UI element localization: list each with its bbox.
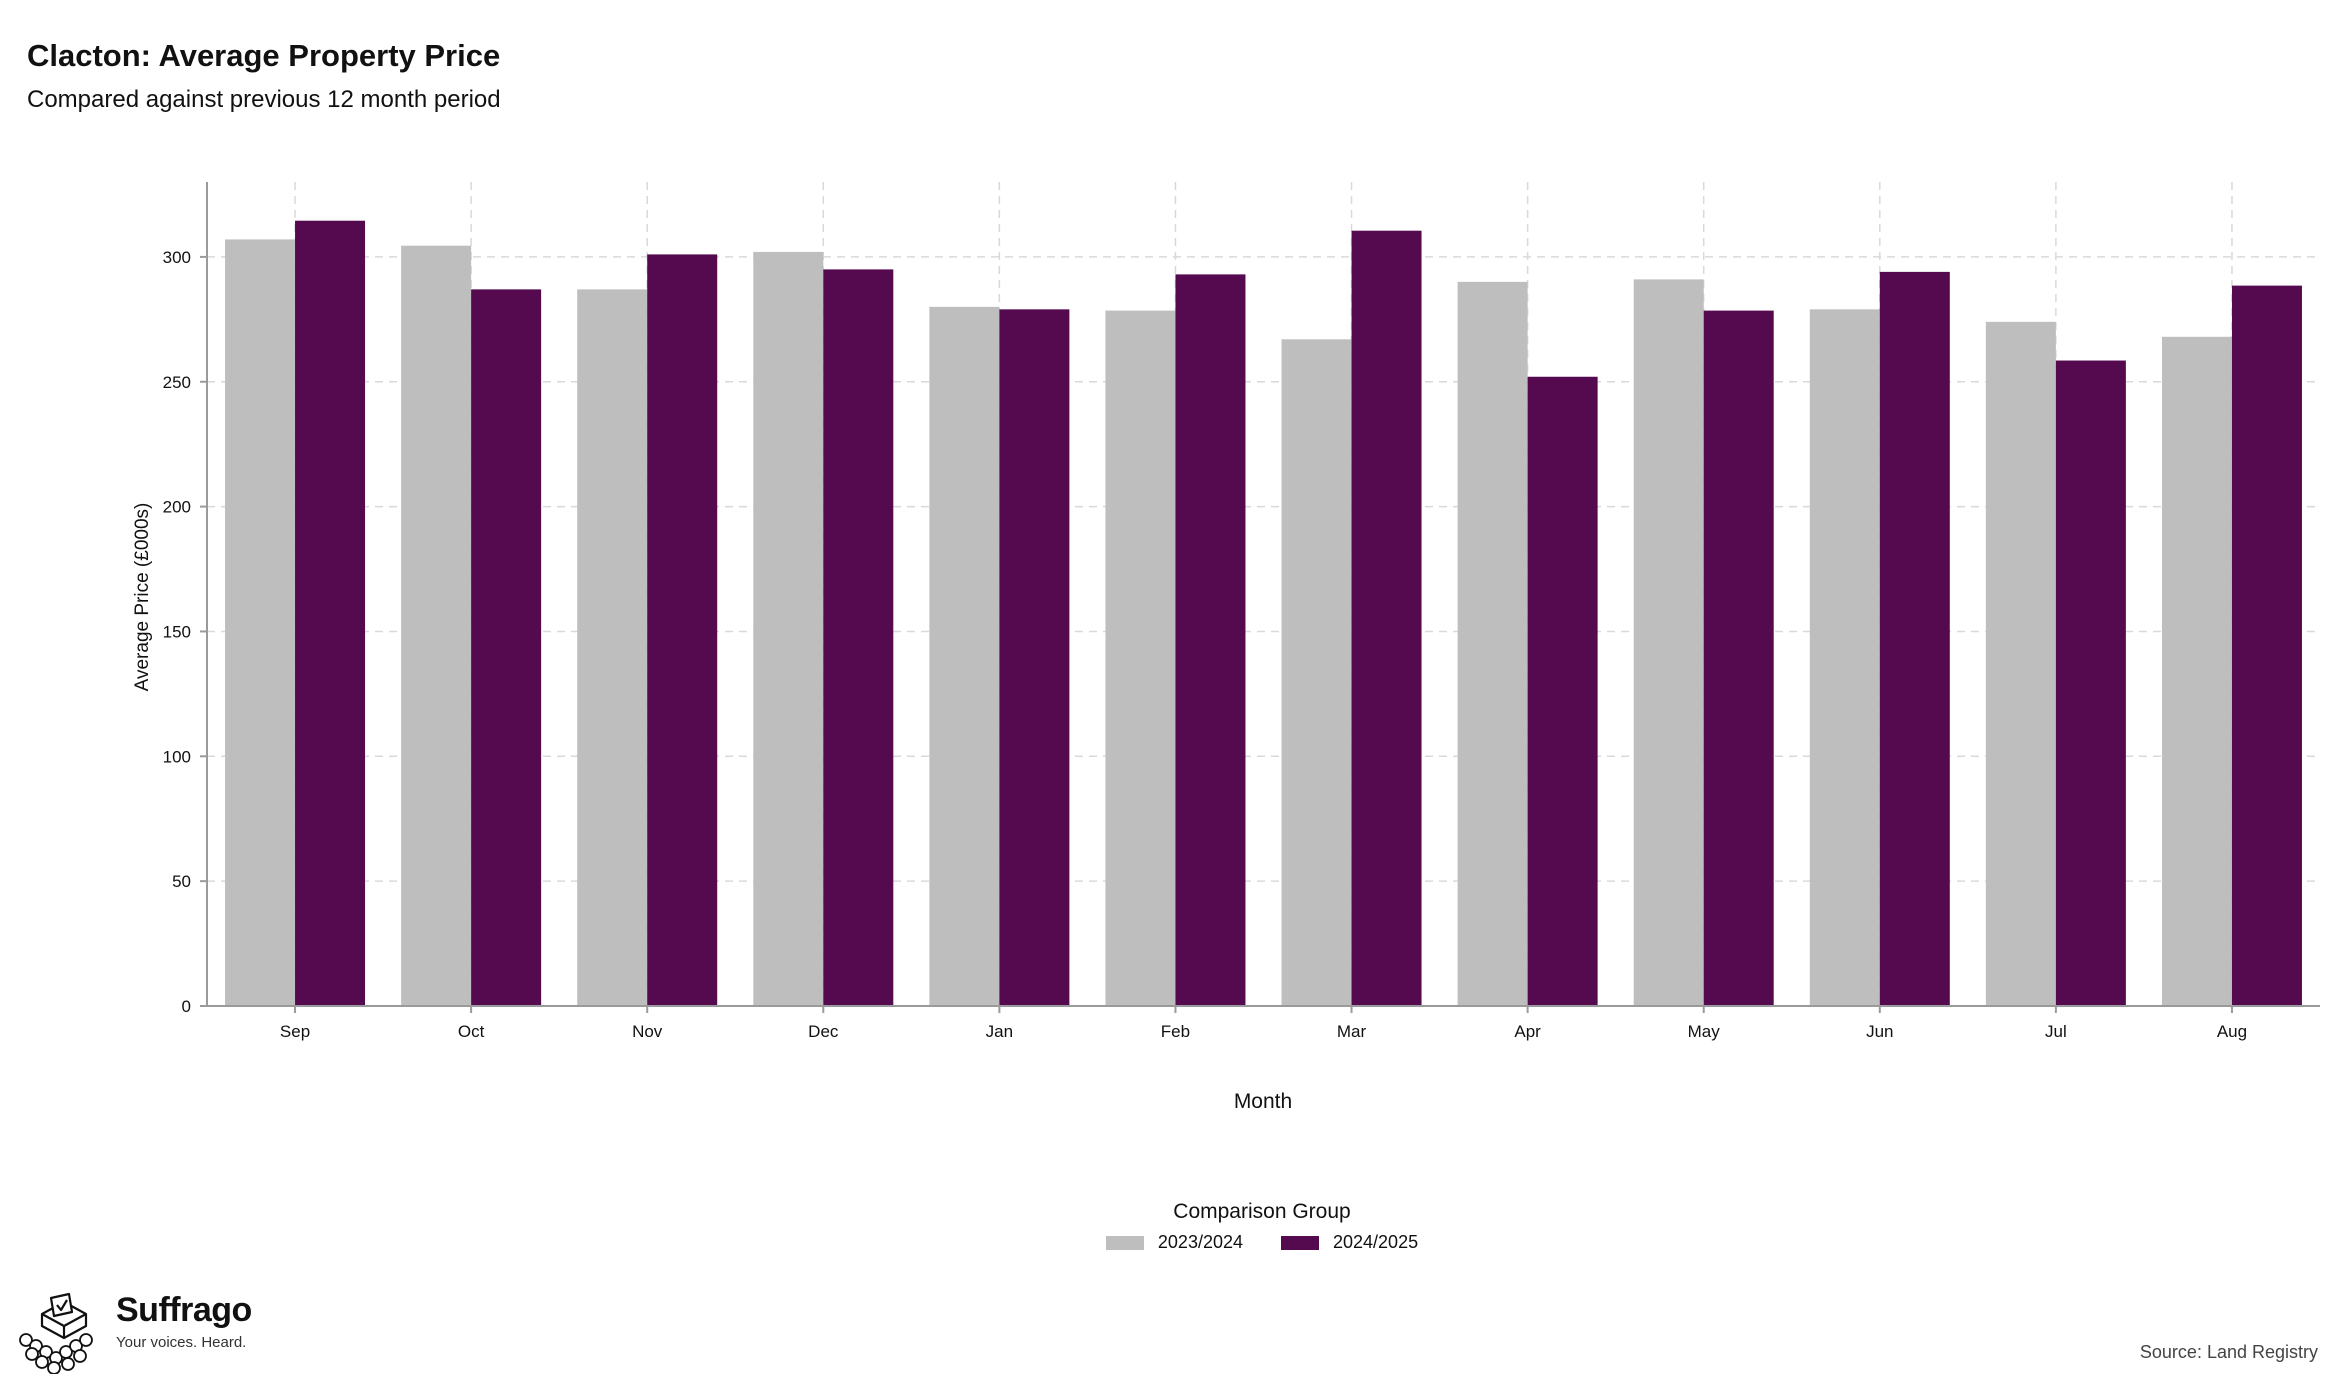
bar-2024-2025-nov [647,254,718,1007]
bar-2023-2024-feb [1105,310,1176,1006]
bar-2023-2024-dec [753,251,824,1006]
x-tick-label: Oct [458,1022,485,1041]
legend-item-2023-2024: 2023/2024 [1105,1232,1243,1253]
bar-2024-2025-mar [1351,230,1422,1006]
y-tick-label: 100 [163,747,191,766]
bar-2024-2025-dec [823,269,894,1007]
x-tick-label: Nov [632,1022,663,1041]
x-tick-label: Feb [1161,1022,1190,1041]
x-tick-label: Jul [2045,1022,2067,1041]
y-tick-label: 150 [163,622,191,641]
legend: Comparison Group 2023/2024 2024/2025 [0,1200,2334,1255]
legend-swatch-grey [1105,1235,1144,1250]
bar-2024-2025-sep [295,220,366,1007]
legend-title: Comparison Group [1173,1200,1351,1223]
bar-2023-2024-nov [577,289,648,1006]
bar-2024-2025-aug [2231,285,2302,1006]
x-tick-label: Apr [1514,1022,1541,1041]
y-tick-label: 300 [163,248,191,267]
bar-2024-2025-feb [1175,274,1246,1006]
bar-2024-2025-apr [1527,376,1598,1006]
bar-2023-2024-jan [929,306,1000,1006]
brand-tagline: Your voices. Heard. [116,1334,247,1351]
legend-label: 2023/2024 [1157,1232,1243,1252]
ballot-box-icon [14,1292,104,1379]
y-tick-label: 250 [163,373,191,392]
bar-2024-2025-oct [471,289,542,1006]
bar-2023-2024-aug [2161,336,2232,1006]
bar-2023-2024-mar [1281,339,1352,1006]
bar-2024-2025-jun [1879,271,1950,1007]
x-tick-label: Aug [2217,1022,2247,1041]
bar-2024-2025-may [1703,310,1774,1006]
bar-2023-2024-jun [1809,309,1880,1006]
x-tick-label: Mar [1337,1022,1367,1041]
y-tick-label: 50 [172,872,191,891]
x-tick-label: May [1688,1022,1721,1041]
bar-2023-2024-may [1633,279,1704,1006]
legend-label: 2024/2025 [1333,1232,1419,1252]
legend-items: 2023/2024 2024/2025 [1105,1232,1418,1253]
x-tick-label: Jun [1866,1022,1893,1041]
bar-2023-2024-sep [225,239,296,1006]
bar-2023-2024-apr [1457,281,1528,1006]
bar-2023-2024-jul [1985,321,2056,1006]
bars [225,220,2302,1007]
brand-logo: Suffrago Your voices. Heard. [14,1292,252,1379]
bar-2024-2025-jul [2055,360,2126,1006]
source-note: Source: Land Registry [2139,1342,2318,1362]
bar-2024-2025-jan [999,309,1070,1006]
chart-subtitle: Compared against previous 12 month perio… [27,86,501,113]
brand-text: Suffrago Your voices. Heard. [116,1292,252,1351]
bar-chart: 0 50 100 150 200 250 300 Sep Oct Nov Dec Jan Feb Mar A… [132,182,2320,1113]
x-axis-label: Month [1234,1090,1292,1113]
legend-item-2024-2025: 2024/2025 [1281,1232,1418,1253]
axes: 0 50 100 150 200 250 300 Sep Oct Nov Dec Jan Feb Mar A… [163,182,2320,1041]
legend-swatch-purple [1281,1235,1319,1250]
chart-title: Clacton: Average Property Price [27,38,501,73]
y-axis-label: Average Price (£000s) [132,503,153,692]
bar-2023-2024-oct [401,245,472,1006]
y-tick-label: 200 [163,498,191,517]
x-tick-label: Jan [986,1022,1013,1041]
brand-name: Suffrago [116,1291,252,1329]
y-tick-label: 0 [182,997,191,1016]
x-tick-label: Sep [280,1022,310,1041]
x-tick-label: Dec [808,1022,839,1041]
